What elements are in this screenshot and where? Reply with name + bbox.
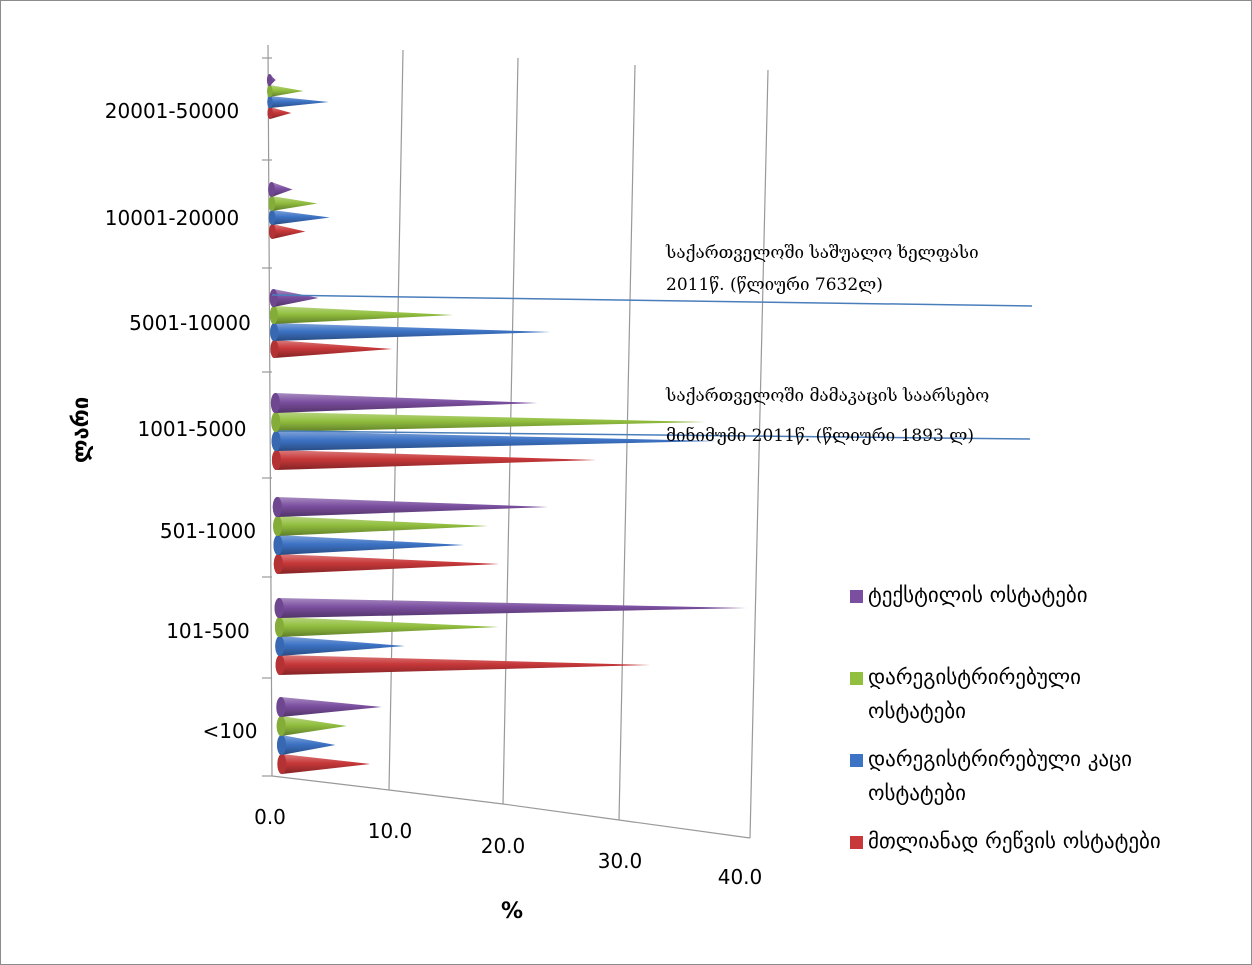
legend-swatch <box>850 672 863 685</box>
cone-base <box>273 535 283 555</box>
annotation-line-2: 2011წ. (წლიური 7632ლ) <box>666 275 883 295</box>
x-tick-label: 40.0 <box>718 865 763 889</box>
cone-base <box>273 516 283 536</box>
category-label: 501-1000 <box>160 519 256 543</box>
cone-base <box>271 412 281 432</box>
cone-base <box>274 617 284 637</box>
cone-base <box>276 697 286 717</box>
x-tick-label: 10.0 <box>368 819 413 843</box>
x-tick-label: 20.0 <box>481 834 526 858</box>
legend-label: ტექსტილის ოსტატები <box>868 583 1088 607</box>
cone-3-1 <box>271 412 707 432</box>
cone-1-1 <box>274 617 499 637</box>
cone-base <box>270 323 279 341</box>
x-tick-label: 0.0 <box>254 805 286 829</box>
cone-base <box>275 655 285 675</box>
cone-base <box>267 96 273 108</box>
cone-1-3 <box>275 655 651 675</box>
cone-2-0 <box>272 497 548 517</box>
gridline <box>267 44 273 777</box>
cone-6-3 <box>267 107 292 119</box>
cone-2-3 <box>273 554 500 574</box>
cone-0-3 <box>277 754 371 774</box>
cone-5-1 <box>268 196 318 211</box>
cone-4-2 <box>270 323 551 341</box>
category-labels: <100 101-500 501-1000 1001-5000 5001-10000 10… <box>105 99 258 743</box>
category-label: <100 <box>203 719 258 743</box>
floor-edge <box>502 803 620 821</box>
cone-0-0 <box>276 697 382 717</box>
legend-label: დარეგისტრირებული კაცი <box>868 747 1132 771</box>
legend-swatch <box>850 836 863 849</box>
cone-base <box>273 554 283 574</box>
floor-edge <box>388 789 504 805</box>
floor-edge <box>618 819 751 839</box>
cone-base <box>268 210 276 225</box>
cone-base <box>267 85 273 97</box>
cone-base <box>275 636 285 656</box>
annotation-line-average-salary <box>271 294 1033 307</box>
cone-3-2 <box>271 431 718 451</box>
cone-base <box>271 450 281 470</box>
cone-base <box>277 735 287 755</box>
gridline <box>749 69 769 839</box>
cone-4-3 <box>270 340 393 358</box>
cone-base <box>268 182 275 197</box>
cone-0-2 <box>277 735 336 755</box>
cone-3-0 <box>270 393 538 413</box>
x-axis-title: % <box>501 899 523 924</box>
annotation-average-salary: საქართველოში საშუალო ხელფასი 2011წ. (წლი… <box>665 243 979 295</box>
legend: ტექსტილის ოსტატები დარეგისტრირებული ოსტატე… <box>850 583 1161 853</box>
cone-3-3 <box>271 450 597 470</box>
cone-2-1 <box>273 516 489 536</box>
legend-label: დარეგისტრირებული <box>868 665 1081 689</box>
cone-base <box>270 393 280 413</box>
legend-label: მთლიანად რეწვის ოსტატები <box>868 829 1161 853</box>
legend-swatch <box>850 754 863 767</box>
cone-base <box>268 196 276 211</box>
cone-2-2 <box>273 535 465 555</box>
cone-base <box>267 107 273 119</box>
cones <box>266 74 747 774</box>
annotation-line-subsistence-minimum <box>277 430 1031 440</box>
legend-label-cont: ოსტატები <box>868 699 966 723</box>
cone-base <box>277 754 287 774</box>
cone-base <box>271 431 281 451</box>
cone-4-0 <box>269 289 319 307</box>
category-label: 20001-50000 <box>105 99 239 123</box>
y-axis-title: ლარი <box>69 397 94 463</box>
cone-base <box>266 74 273 86</box>
annotation-line-2: მინიმუმი 2011წ. (წლიური 1893 ლ) <box>666 426 974 446</box>
category-label: 5001-10000 <box>129 311 251 335</box>
cone-base <box>268 224 276 239</box>
legend-swatch <box>850 590 863 603</box>
cone-6-2 <box>267 96 329 108</box>
x-tick-label: 30.0 <box>598 849 643 873</box>
cone-1-0 <box>274 598 747 618</box>
cone-4-1 <box>269 306 454 324</box>
category-label: 1001-5000 <box>137 417 246 441</box>
cone-base <box>274 598 284 618</box>
annotation-subsistence-minimum: საქართველოში მამაკაცის საარსებო მინიმუმი… <box>665 386 989 446</box>
annotation-line-1: საქართველოში მამაკაცის საარსებო <box>665 386 989 406</box>
cone-5-2 <box>268 210 330 225</box>
legend-label-cont: ოსტატები <box>868 781 966 805</box>
gridline <box>502 57 519 805</box>
category-label: 10001-20000 <box>105 206 239 230</box>
x-tick-labels: 0.0 10.0 20.0 30.0 40.0 <box>254 805 762 889</box>
cone-base <box>269 306 278 324</box>
cone-base <box>276 716 286 736</box>
cone-base <box>269 289 278 307</box>
annotation-line-1: საქართველოში საშუალო ხელფასი <box>665 243 979 263</box>
cone-0-1 <box>276 716 347 736</box>
cone-base <box>270 340 279 358</box>
floor-edge <box>271 775 390 791</box>
category-label: 101-500 <box>166 619 250 643</box>
cone-1-2 <box>275 636 405 656</box>
cone-5-3 <box>268 224 306 239</box>
cone-base <box>272 497 282 517</box>
cone-6-1 <box>267 85 304 97</box>
